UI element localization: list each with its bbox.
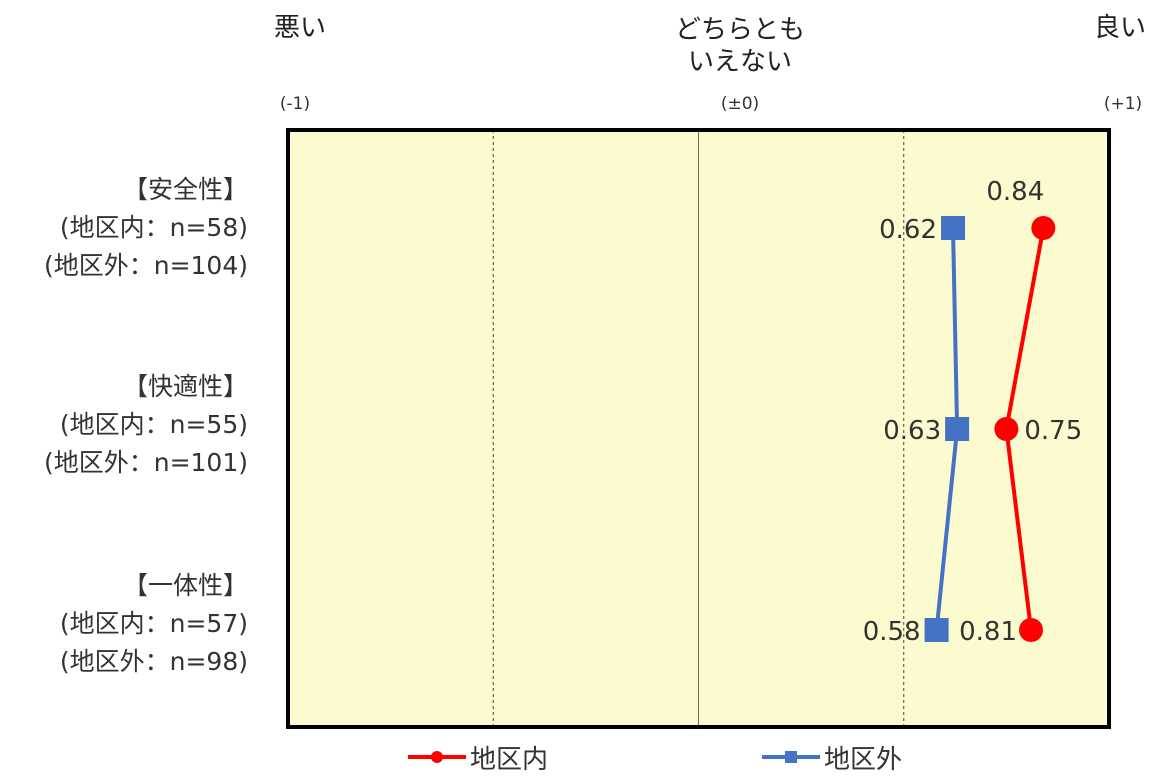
- data-label: 0.81: [959, 617, 1017, 647]
- scale-value-middle: (±0): [720, 94, 760, 114]
- scale-value-left: (-1): [279, 94, 311, 114]
- category-sample-outside: (地区外：n=104): [43, 251, 248, 280]
- scale-value-right: (+1): [1103, 94, 1143, 114]
- data-label: 0.62: [879, 215, 937, 245]
- data-label: 0.63: [883, 416, 941, 446]
- data-point-outside: [941, 216, 966, 240]
- data-point-inside: [1019, 618, 1044, 642]
- data-label: 0.58: [863, 617, 921, 647]
- category-sample-outside: (地区外：n=101): [43, 448, 248, 477]
- legend-label-inside: 地区内: [470, 744, 549, 775]
- data-point-inside: [994, 417, 1019, 441]
- category-label-safety: 【安全性】 (地区内：n=58) (地区外：n=104): [44, 171, 248, 285]
- category-label-comfort: 【快適性】 (地区内：n=55) (地区外：n=101): [44, 368, 248, 482]
- plot-frame: [286, 128, 1111, 729]
- scale-label-left: 悪い: [273, 13, 326, 43]
- scale-label-right: 良い: [1093, 13, 1146, 43]
- category-name: 【快適性】: [122, 372, 248, 401]
- legend-marker-circle-icon: [408, 751, 466, 763]
- category-name: 【安全性】: [122, 175, 248, 204]
- category-name: 【一体性】: [122, 571, 248, 600]
- data-point-outside: [945, 417, 970, 441]
- data-label: 0.75: [1024, 416, 1082, 446]
- data-point-outside: [924, 618, 949, 642]
- data-point-inside: [1031, 216, 1056, 240]
- legend-item-inside: 地区内: [408, 740, 549, 775]
- category-sample-inside: (地区内：n=58): [59, 213, 248, 242]
- legend-item-outside: 地区外: [762, 740, 903, 775]
- category-sample-inside: (地区内：n=57): [59, 609, 248, 638]
- scale-label-middle: どちらとも いえない: [674, 15, 805, 77]
- data-label: 0.84: [986, 177, 1044, 207]
- legend-marker-square-icon: [762, 751, 820, 763]
- category-label-unity: 【一体性】 (地区内：n=57) (地区外：n=98): [60, 567, 248, 681]
- category-sample-inside: (地区内：n=55): [59, 410, 248, 439]
- category-sample-outside: (地区外：n=98): [59, 647, 248, 676]
- legend-label-outside: 地区外: [824, 744, 903, 775]
